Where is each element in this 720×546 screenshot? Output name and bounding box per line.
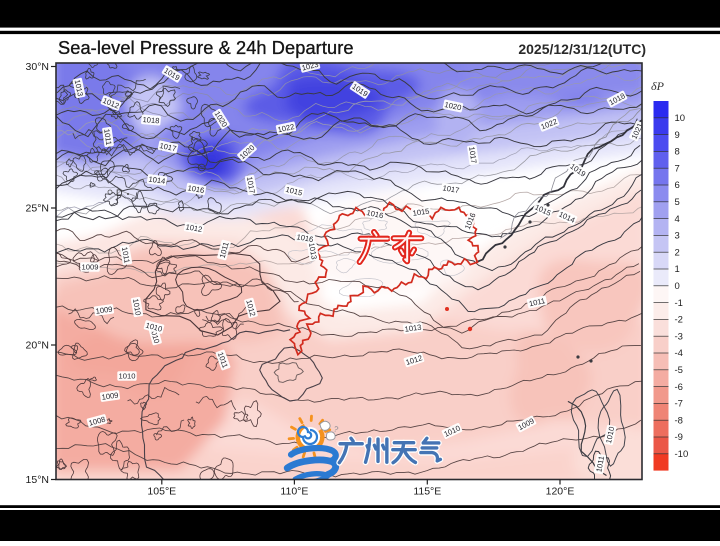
svg-text:7: 7 — [675, 163, 680, 174]
svg-text:-4: -4 — [675, 348, 683, 359]
svg-text:30°N: 30°N — [26, 61, 49, 73]
svg-text:20°N: 20°N — [26, 340, 49, 352]
svg-text:D: D — [116, 188, 123, 198]
svg-text:115°E: 115°E — [413, 486, 441, 498]
svg-text:-5: -5 — [675, 365, 683, 376]
svg-text:4: 4 — [675, 214, 680, 225]
svg-text:110°E: 110°E — [280, 486, 308, 498]
svg-text:105°E: 105°E — [147, 486, 176, 498]
svg-text:120°E: 120°E — [546, 486, 575, 498]
svg-text:-9: -9 — [675, 432, 683, 443]
svg-text:1: 1 — [675, 264, 680, 275]
svg-text:5: 5 — [675, 197, 680, 208]
svg-text:-7: -7 — [675, 399, 683, 410]
svg-text:10: 10 — [675, 113, 686, 124]
svg-text:Sea-level Pressure & 24h Depar: Sea-level Pressure & 24h Departure — [58, 38, 354, 58]
svg-text:-1: -1 — [675, 298, 683, 309]
svg-text:2025/12/31/12(UTC): 2025/12/31/12(UTC) — [518, 41, 646, 57]
svg-text:1010: 1010 — [119, 372, 136, 381]
svg-text:6: 6 — [675, 180, 680, 191]
svg-text:1009: 1009 — [82, 263, 99, 272]
svg-text:25°N: 25°N — [26, 203, 49, 215]
svg-text:9: 9 — [675, 130, 680, 141]
svg-text:-2: -2 — [675, 315, 683, 326]
svg-text:-3: -3 — [675, 331, 683, 342]
svg-text:8: 8 — [675, 147, 680, 158]
svg-text:-10: -10 — [675, 449, 689, 460]
svg-text:1018: 1018 — [142, 115, 160, 125]
svg-text:2: 2 — [675, 247, 680, 258]
svg-text:3: 3 — [675, 231, 680, 242]
svg-text:-8: -8 — [675, 415, 683, 426]
svg-text:0: 0 — [675, 281, 680, 292]
svg-text:δP: δP — [651, 79, 665, 93]
svg-text:15°N: 15°N — [26, 474, 49, 486]
svg-text:-6: -6 — [675, 382, 683, 393]
